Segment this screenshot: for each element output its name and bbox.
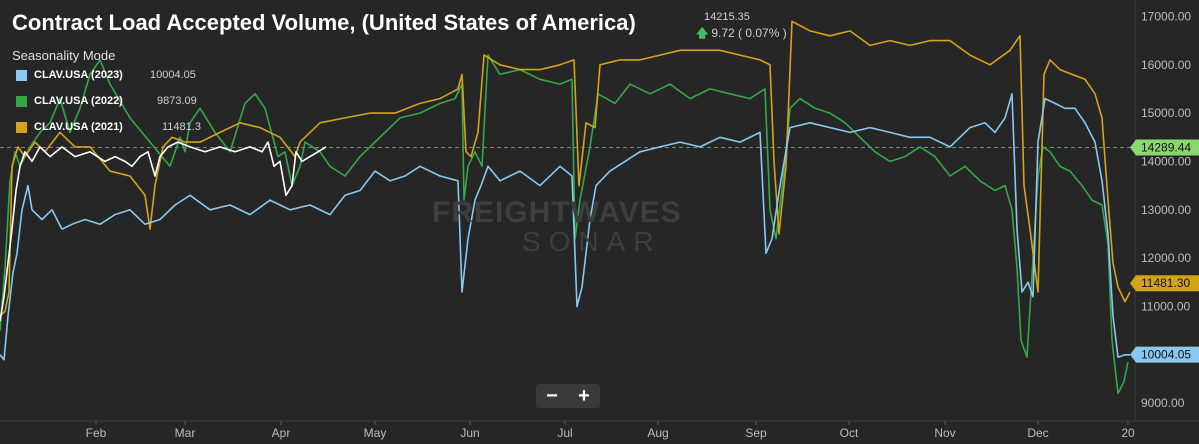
y-tick-label: 16000.00	[1141, 58, 1191, 72]
zoom-in-button[interactable]: +	[578, 384, 590, 407]
current-value: 14215.35	[704, 11, 750, 23]
legend-label: CLAV.USA (2022)	[34, 95, 123, 107]
series-line-2	[0, 93, 1130, 361]
x-tick-label: Nov	[934, 426, 955, 440]
legend-value: 10004.05	[150, 69, 196, 81]
zoom-out-button[interactable]: −	[546, 384, 558, 407]
y-tick-label: 11000.00	[1141, 299, 1190, 313]
y-tick-label: 13000.00	[1141, 203, 1191, 217]
change-readout: 🡅 9.72 ( 0.07% )	[696, 24, 787, 45]
legend-label: CLAV.USA (2023)	[34, 69, 123, 81]
reference-value-tag: 14289.44	[1130, 139, 1199, 156]
zoom-controls: − +	[536, 384, 600, 408]
x-tick-label: May	[364, 426, 387, 440]
legend-swatch	[16, 70, 27, 81]
legend-swatch	[16, 122, 27, 133]
reference-value-tag-text: 14289.44	[1141, 140, 1191, 154]
legend-label: CLAV.USA (2021)	[34, 121, 123, 133]
legend-swatch	[16, 96, 27, 107]
x-tick-label: Aug	[647, 426, 668, 440]
seasonality-mode-label: Seasonality Mode	[12, 48, 116, 63]
up-arrow-icon: 🡅	[696, 26, 709, 40]
legend-value: 9873.09	[157, 95, 197, 107]
y-tick-label: 14000.00	[1141, 154, 1191, 168]
x-tick-label: Jul	[557, 426, 572, 440]
series-line-0	[0, 54, 1129, 395]
x-tick-label: Mar	[175, 426, 196, 440]
reference-value-tag-bg	[1130, 139, 1199, 156]
x-tick-label: Dec	[1027, 426, 1048, 440]
series-value-tag-1-text: 10004.05	[1141, 348, 1191, 362]
series-value-tag-1: 10004.05	[1130, 346, 1199, 363]
x-tick-label: Apr	[272, 426, 291, 440]
y-tick-label: 9000.00	[1141, 396, 1185, 410]
watermark-brand: FREIGHTWAVES	[432, 196, 682, 229]
x-tick-label: Sep	[745, 426, 767, 440]
x-tick-label: Oct	[840, 426, 859, 440]
y-tick-label: 12000.00	[1141, 251, 1191, 265]
series-line-1	[0, 20, 1131, 317]
chart-title: Contract Load Accepted Volume, (United S…	[12, 10, 636, 35]
x-tick-label: Feb	[86, 426, 107, 440]
y-tick-label: 15000.00	[1141, 106, 1191, 120]
x-tick-label: 20	[1121, 426, 1135, 440]
series-value-tag-0-text: 11481.30	[1141, 276, 1190, 290]
y-tick-label: 17000.00	[1141, 9, 1191, 23]
legend-value: 11481.3	[162, 121, 201, 133]
change-text: 9.72 ( 0.07% )	[711, 26, 787, 40]
x-tick-label: Jun	[460, 426, 479, 440]
watermark-product: SONAR	[522, 226, 662, 257]
series-line-3	[0, 141, 327, 322]
series-value-tag-0: 11481.30	[1130, 275, 1199, 292]
series-value-tag-0-bg	[1130, 275, 1199, 292]
series-value-tag-1-bg	[1130, 346, 1199, 363]
